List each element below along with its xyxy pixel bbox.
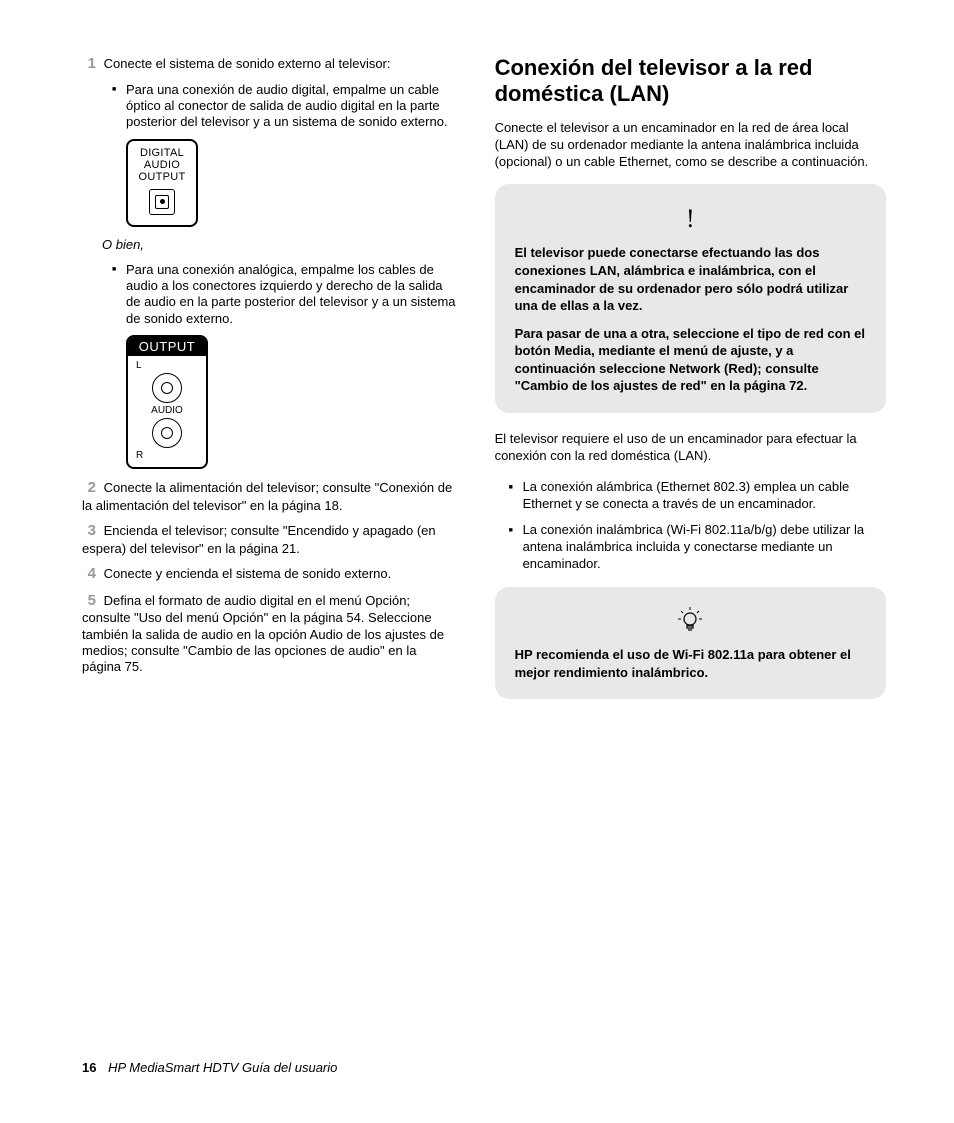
- step-3: 3 Encienda el televisor; consulte "Encen…: [82, 522, 459, 557]
- or-note: O bien,: [82, 237, 459, 252]
- rca-left-icon: [152, 373, 182, 403]
- step-number: 1: [82, 55, 96, 74]
- analog-output-diagram: OUTPUT L AUDIO R: [126, 335, 459, 469]
- step-text: Conecte el sistema de sonido externo al …: [104, 56, 391, 71]
- step-number: 5: [82, 592, 96, 611]
- digital-label-1: DIGITAL: [132, 147, 192, 159]
- step-number: 3: [82, 522, 96, 541]
- audio-label: AUDIO: [134, 405, 200, 416]
- right-column: Conexión del televisor a la red doméstic…: [495, 55, 886, 717]
- section-title: Conexión del televisor a la red doméstic…: [495, 55, 886, 108]
- r-label: R: [134, 450, 200, 461]
- warning-para-1: El televisor puede conectarse efectuando…: [515, 244, 866, 314]
- step-number: 2: [82, 479, 96, 498]
- digital-label-3: OUTPUT: [132, 171, 192, 183]
- router-text: El televisor requiere el uso de un encam…: [495, 431, 886, 465]
- warning-para-2: Para pasar de una a otra, seleccione el …: [515, 325, 866, 395]
- tip-text: HP recomienda el uso de Wi-Fi 802.11a pa…: [515, 646, 866, 681]
- step-4: 4 Conecte y encienda el sistema de sonid…: [82, 565, 459, 584]
- step-1: 1 Conecte el sistema de sonido externo a…: [82, 55, 459, 74]
- digital-audio-diagram: DIGITAL AUDIO OUTPUT: [126, 139, 459, 227]
- tip-callout: HP recomienda el uso de Wi-Fi 802.11a pa…: [495, 587, 886, 699]
- rca-right-icon: [152, 418, 182, 448]
- step-5: 5 Defina el formato de audio digital en …: [82, 592, 459, 676]
- step-text: Conecte la alimentación del televisor; c…: [82, 480, 452, 513]
- sub-bullet-digital: Para una conexión de audio digital, empa…: [82, 82, 459, 131]
- bullet-wireless: La conexión inalámbrica (Wi-Fi 802.11a/b…: [495, 522, 886, 573]
- bullet-wired: La conexión alámbrica (Ethernet 802.3) e…: [495, 479, 886, 513]
- lightbulb-icon: [515, 607, 866, 638]
- step-number: 4: [82, 565, 96, 584]
- optical-port-icon: [149, 189, 175, 215]
- l-label: L: [134, 360, 200, 371]
- digital-label-2: AUDIO: [132, 159, 192, 171]
- step-text: Defina el formato de audio digital en el…: [82, 593, 444, 675]
- warning-icon: !: [515, 204, 866, 234]
- left-column: 1 Conecte el sistema de sonido externo a…: [82, 55, 459, 717]
- page-number: 16: [82, 1060, 96, 1075]
- warning-callout: ! El televisor puede conectarse efectuan…: [495, 184, 886, 412]
- step-text: Encienda el televisor; consulte "Encendi…: [82, 523, 436, 556]
- intro-text: Conecte el televisor a un encaminador en…: [495, 120, 886, 171]
- sub-bullet-analog: Para una conexión analógica, empalme los…: [82, 262, 459, 327]
- page-footer: 16 HP MediaSmart HDTV Guía del usuario: [82, 1060, 337, 1075]
- output-port: OUTPUT L AUDIO R: [126, 335, 208, 469]
- digital-audio-port: DIGITAL AUDIO OUTPUT: [126, 139, 198, 227]
- step-2: 2 Conecte la alimentación del televisor;…: [82, 479, 459, 514]
- step-text: Conecte y encienda el sistema de sonido …: [104, 566, 392, 581]
- output-header: OUTPUT: [128, 337, 206, 356]
- footer-title: HP MediaSmart HDTV Guía del usuario: [108, 1060, 337, 1075]
